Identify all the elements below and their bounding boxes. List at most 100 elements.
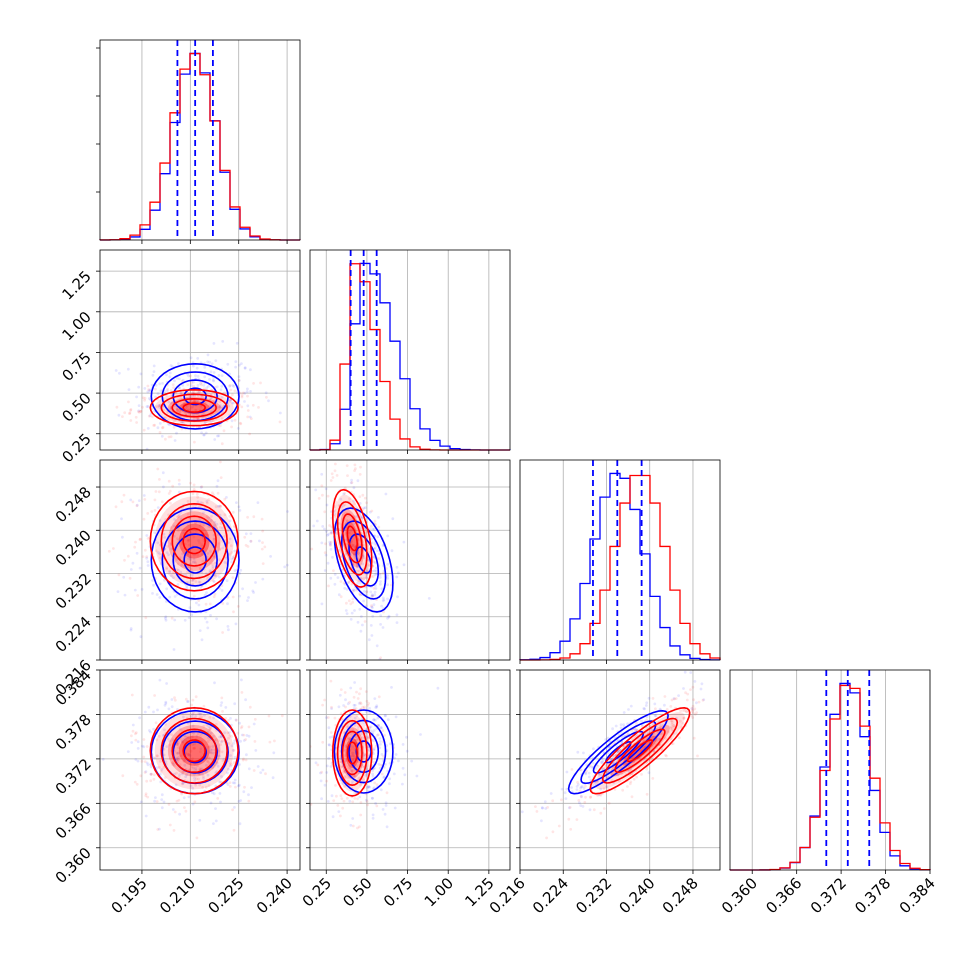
scatter-point bbox=[154, 549, 158, 553]
scatter-point bbox=[189, 763, 193, 766]
scatter-point bbox=[334, 462, 337, 466]
scatter-point bbox=[183, 738, 187, 742]
scatter-point bbox=[228, 731, 231, 734]
scatter-point bbox=[169, 364, 173, 367]
scatter-point bbox=[205, 763, 208, 767]
scatter-point bbox=[633, 727, 637, 731]
scatter-point bbox=[152, 777, 156, 781]
scatter-point bbox=[335, 794, 338, 798]
scatter-point bbox=[107, 549, 111, 553]
scatter-point bbox=[129, 419, 133, 422]
scatter-point bbox=[376, 549, 379, 553]
scatter-point bbox=[582, 751, 585, 755]
scatter-point bbox=[575, 785, 579, 788]
scatter-point bbox=[356, 479, 360, 483]
scatter-point bbox=[146, 490, 149, 493]
scatter-point bbox=[228, 781, 232, 784]
scatter-point bbox=[373, 519, 377, 523]
scatter-point bbox=[234, 718, 238, 722]
scatter-point bbox=[252, 515, 256, 519]
scatter-point bbox=[253, 740, 257, 743]
scatter-point bbox=[359, 783, 362, 787]
scatter-point bbox=[150, 510, 154, 513]
scatter-point bbox=[355, 565, 359, 569]
scatter-point bbox=[191, 698, 195, 702]
scatter-point bbox=[670, 728, 674, 732]
scatter-point bbox=[238, 763, 241, 766]
scatter-point bbox=[351, 824, 355, 828]
scatter-point bbox=[356, 697, 360, 700]
scatter-point bbox=[592, 747, 595, 751]
scatter-point bbox=[332, 799, 336, 802]
scatter-point bbox=[214, 359, 218, 362]
scatter-point bbox=[191, 735, 195, 739]
scatter-point bbox=[579, 804, 583, 807]
scatter-point bbox=[238, 509, 242, 512]
scatter-point bbox=[159, 556, 162, 560]
scatter-point bbox=[112, 547, 115, 550]
scatter-point bbox=[243, 391, 247, 395]
scatter-point bbox=[320, 484, 324, 488]
scatter-point bbox=[229, 762, 232, 765]
density-fill-red bbox=[622, 735, 658, 766]
scatter-point bbox=[136, 759, 140, 763]
scatter-point bbox=[380, 753, 384, 756]
scatter-point bbox=[382, 755, 385, 758]
scatter-point bbox=[356, 620, 360, 624]
y-tick-label: 0.372 bbox=[52, 755, 95, 798]
scatter-point bbox=[114, 369, 118, 372]
scatter-point bbox=[599, 811, 603, 815]
scatter-point bbox=[121, 535, 124, 539]
scatter-point bbox=[212, 371, 216, 374]
scatter-point bbox=[351, 745, 355, 749]
scatter-point bbox=[339, 765, 343, 768]
contour-red bbox=[182, 402, 207, 414]
scatter-point bbox=[230, 735, 234, 738]
scatter-point bbox=[140, 588, 144, 591]
scatter-point bbox=[579, 786, 582, 790]
scatter-point bbox=[151, 579, 154, 582]
scatter-point bbox=[216, 491, 220, 495]
scatter-point bbox=[333, 469, 337, 473]
scatter-point bbox=[188, 412, 192, 416]
scatter-point bbox=[128, 412, 131, 415]
scatter-point bbox=[234, 785, 237, 789]
scatter-point bbox=[673, 697, 676, 701]
scatter-point bbox=[640, 773, 643, 776]
scatter-point bbox=[169, 407, 173, 411]
scatter-point bbox=[168, 489, 172, 493]
scatter-point bbox=[198, 390, 202, 394]
scatter-point bbox=[165, 373, 168, 377]
scatter-point bbox=[345, 725, 349, 729]
scatter-point bbox=[374, 706, 378, 709]
x-tick-label: 0.232 bbox=[572, 874, 615, 917]
scatter-point bbox=[181, 770, 185, 774]
scatter-point bbox=[198, 581, 202, 584]
scatter-point bbox=[184, 573, 188, 577]
scatter-point bbox=[175, 756, 179, 760]
scatter-point bbox=[212, 556, 216, 559]
scatter-point bbox=[380, 772, 384, 776]
scatter-point bbox=[227, 719, 230, 722]
scatter-point bbox=[166, 737, 170, 741]
scatter-point bbox=[154, 490, 158, 493]
scatter-point bbox=[197, 603, 201, 607]
scatter-point bbox=[693, 707, 697, 711]
scatter-point bbox=[202, 433, 206, 437]
scatter-point bbox=[350, 542, 353, 546]
contour-red bbox=[182, 527, 207, 555]
contour-red bbox=[341, 730, 363, 776]
scatter-point bbox=[158, 827, 161, 831]
scatter-point bbox=[357, 702, 361, 705]
scatter-point bbox=[358, 541, 362, 545]
scatter-point bbox=[183, 758, 187, 762]
scatter-point bbox=[356, 797, 359, 801]
scatter-point bbox=[252, 769, 256, 772]
scatter-point bbox=[348, 700, 351, 704]
scatter-point bbox=[120, 500, 124, 504]
scatter-point bbox=[196, 390, 200, 393]
scatter-point bbox=[220, 735, 223, 739]
scatter-point bbox=[580, 795, 583, 799]
scatter-point bbox=[232, 385, 236, 388]
scatter-point bbox=[242, 739, 246, 742]
